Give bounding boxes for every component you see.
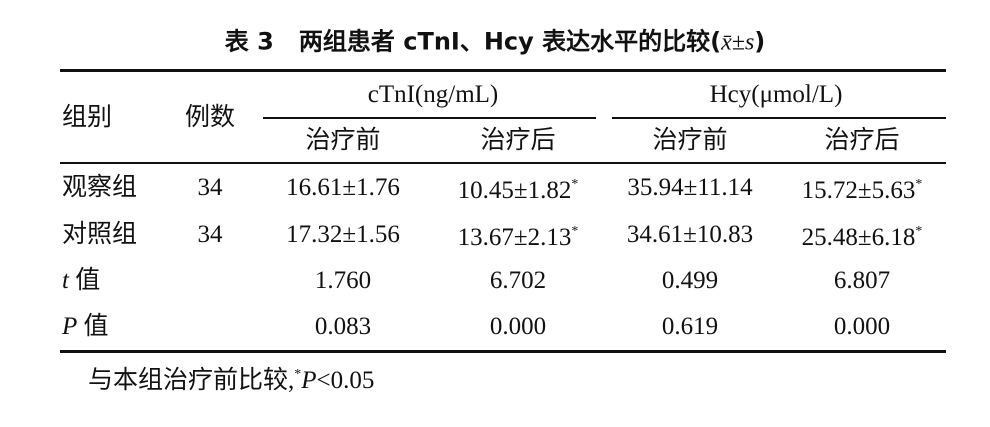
cell-value: 0.000 <box>833 313 891 340</box>
cell: 0.499 <box>662 266 718 296</box>
cell-value: 34.61±10.83 <box>626 221 754 248</box>
footnote-rest: <0.05 <box>316 367 375 394</box>
cell: 13.67±2.13* <box>458 217 579 253</box>
header-cell: 治疗后 <box>824 127 900 154</box>
cell-value: 16.61±1.76 <box>286 174 400 201</box>
header-cell: 治疗前 <box>652 127 728 154</box>
title-stat: x̄±s <box>721 29 755 56</box>
cell-value: 6.702 <box>489 267 547 294</box>
row-label: 观察组 <box>62 173 137 203</box>
cell: 25.48±6.18* <box>802 217 923 253</box>
header-cell: 治疗前 <box>305 127 381 154</box>
header-cell: cTnI(ng/mL) <box>367 81 499 108</box>
top-rule <box>60 69 946 72</box>
cell-value: 0.083 <box>314 313 372 340</box>
header-rule <box>60 162 946 164</box>
row-label: P 值 <box>62 312 109 342</box>
cell-sup: * <box>571 177 579 192</box>
cell: 34.61±10.83 <box>627 220 753 250</box>
title-close: ) <box>754 27 766 56</box>
title-number: 表 3 <box>224 27 274 56</box>
footnote-text: 与本组治疗前比较, <box>88 367 295 394</box>
row-var: t <box>62 267 69 294</box>
cell-sup: * <box>915 224 923 239</box>
row-label: t 值 <box>62 266 100 296</box>
cell: 16.61±1.76 <box>286 173 400 203</box>
cell-value: 10.45±1.82 <box>457 177 572 204</box>
cell: 0.000 <box>490 312 546 342</box>
header-cell: 治疗后 <box>480 127 556 154</box>
cell-value: 1.760 <box>314 267 372 294</box>
cell: 10.45±1.82* <box>458 170 579 206</box>
header-cell: 例数 <box>184 104 236 131</box>
cell-value: 15.72±5.63 <box>801 177 916 204</box>
row-label-text: 值 <box>75 267 101 294</box>
cell-value: 13.67±2.13 <box>457 224 572 251</box>
header-cell: 组别 <box>62 104 113 131</box>
cell-value: 0.619 <box>661 313 719 340</box>
cell-value: 35.94±11.14 <box>627 174 753 201</box>
cell-value: 6.807 <box>833 267 891 294</box>
cell-sup: * <box>915 177 923 192</box>
row-label-text: 对照组 <box>62 221 138 248</box>
row-label-text: 观察组 <box>62 174 138 201</box>
cell-value: 0.000 <box>489 313 547 340</box>
group-rule <box>263 117 596 119</box>
row-label: 对照组 <box>62 220 137 250</box>
cell: 1.760 <box>315 266 371 296</box>
count-cell: 34 <box>197 221 223 248</box>
cell: 6.702 <box>490 266 546 296</box>
footnote-var: P <box>301 367 317 394</box>
cell-value: 0.499 <box>661 267 719 294</box>
cell-value: 25.48±6.18 <box>801 224 916 251</box>
header-cell: Hcy(μmol/L) <box>709 81 843 108</box>
cell: 6.807 <box>834 266 890 296</box>
cell: 0.619 <box>662 312 718 342</box>
bottom-rule <box>60 350 946 353</box>
cell: 0.000 <box>834 312 890 342</box>
cell-value: 17.32±1.56 <box>286 221 400 248</box>
cell: 15.72±5.63* <box>802 170 923 206</box>
count-cell: 34 <box>197 174 223 201</box>
cell: 17.32±1.56 <box>286 220 400 250</box>
cell-sup: * <box>571 224 579 239</box>
footnote: 与本组治疗前比较,*P<0.05 <box>88 360 374 396</box>
row-label-text: 值 <box>83 313 109 340</box>
title-text: 两组患者 cTnI、Hcy 表达水平的比较( <box>298 27 722 56</box>
row-var: P <box>62 313 78 340</box>
footnote-sup: * <box>294 367 302 382</box>
cell: 0.083 <box>315 312 371 342</box>
cell: 35.94±11.14 <box>627 173 752 203</box>
group-rule <box>612 117 946 119</box>
table-title: 表 3 两组患者 cTnI、Hcy 表达水平的比较(x̄±s) <box>225 27 766 58</box>
